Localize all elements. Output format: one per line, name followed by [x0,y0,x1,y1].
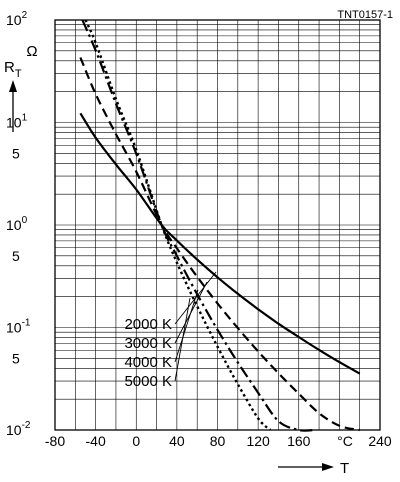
y-tick-base: 5 [12,145,20,161]
y-tick-exponent: 2 [22,10,28,21]
y-tick-label: 5 [12,145,20,161]
x-tick-label: 0 [132,433,140,449]
grid [54,20,381,430]
x-tick-label: -80 [45,433,65,449]
legend-leader-line [174,289,199,363]
plot-frame [54,19,381,431]
figure-id: TNT0157-1 [337,9,393,21]
series-line-1 [79,112,361,375]
y-tick-label: 102 [6,10,28,28]
x-tick-label: 80 [210,433,226,449]
y-tick-base: 5 [12,350,20,366]
y-tick-label: 5 [12,350,20,366]
y-tick-label: 5 [12,248,20,264]
y-tick-label: 10-2 [6,420,31,438]
x-tick-label: 240 [368,433,392,449]
y-tick-base: 5 [12,248,20,264]
x-axis-label: T [340,460,349,477]
x-axis-arrow [278,463,334,471]
legend-label: 4000 K [124,354,172,371]
x-tick-label: 40 [169,433,185,449]
series-line-4 [84,19,272,431]
legend-leader-line [174,297,191,382]
y-axis-arrow [9,80,17,132]
series-lines [79,19,361,432]
legend-label: 2000 K [124,316,172,333]
y-tick-label: 101 [6,113,28,131]
y-unit-label: Ω [26,43,37,60]
y-tick-base: 10 [6,217,22,233]
y-axis-label: RT [4,59,22,80]
y-tick-base: 10 [6,422,22,438]
legend-label: 5000 K [124,373,172,390]
y-tick-base: 10 [6,12,22,28]
legend: 2000 K 3000 K 4000 K 5000 K [124,271,217,390]
y-tick-label: 10-1 [6,318,31,336]
x-tick-label: 160 [287,433,311,449]
y-axis-label-main: R [4,59,15,76]
y-tick-exponent: -1 [22,318,31,329]
y-tick-base: 10 [6,320,22,336]
y-tick-label: 100 [6,215,28,233]
x-tick-labels: -80 -40 0 40 80 120 160 240 [45,433,392,449]
y-tick-exponent: 1 [22,113,28,124]
legend-label: 3000 K [124,335,172,352]
x-tick-label: 120 [246,433,270,449]
y-tick-base: 10 [6,115,22,131]
y-tick-exponent: 0 [22,215,28,226]
y-tick-exponent: -2 [22,420,31,431]
series-line-3 [81,19,315,432]
y-axis-label-sub: T [15,68,22,80]
series-line-2 [79,57,360,432]
x-unit-label: °C [337,433,353,449]
x-tick-label: -40 [86,433,106,449]
